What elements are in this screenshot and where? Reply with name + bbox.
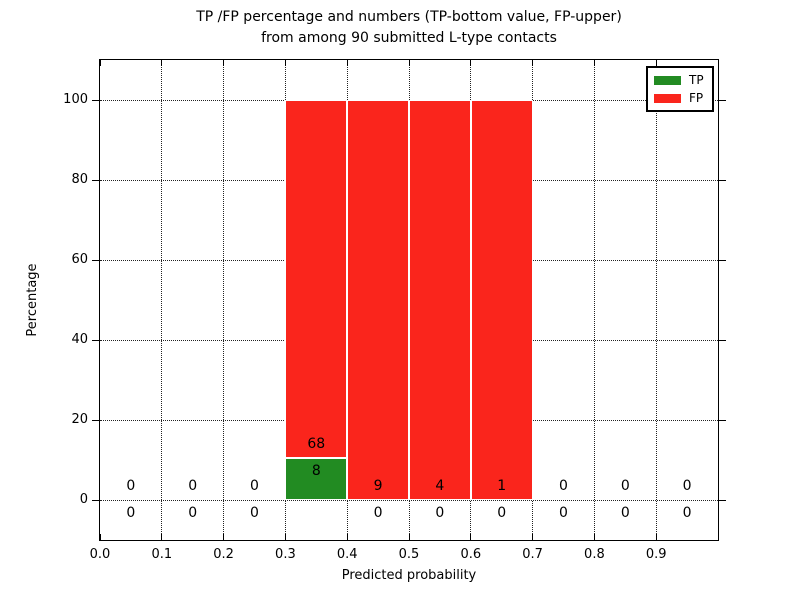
y-tick-mark xyxy=(719,419,726,421)
legend-swatch-fp xyxy=(654,93,681,103)
bar-tp xyxy=(285,458,348,500)
annotation-fp-count: 0 xyxy=(682,478,692,495)
x-tick-mark xyxy=(223,60,225,66)
x-tick-mark xyxy=(284,60,286,66)
annotation-tp-count: 0 xyxy=(188,505,198,522)
x-tick-label: 0.6 xyxy=(460,547,482,562)
annotation-fp-count: 0 xyxy=(250,478,259,495)
annotation-fp-count: 4 xyxy=(435,478,445,495)
x-tick-mark xyxy=(717,534,719,540)
annotation-fp-count: 0 xyxy=(620,478,630,495)
y-tick-mark xyxy=(92,99,99,101)
y-tick-mark xyxy=(92,339,99,341)
legend-label-tp: TP xyxy=(689,73,704,87)
x-tick-mark xyxy=(161,534,163,540)
x-tick-label: 0.1 xyxy=(151,547,173,562)
annotation-tp-count: 0 xyxy=(250,505,259,522)
bar-fp xyxy=(347,100,409,500)
annotation-tp-count: 0 xyxy=(435,505,445,522)
grid-line-vertical xyxy=(223,60,225,540)
y-tick-label: 100 xyxy=(63,92,88,107)
y-tick-label: 60 xyxy=(71,252,88,267)
x-tick-mark xyxy=(346,60,348,66)
chart-title-line1: TP /FP percentage and numbers (TP-bottom… xyxy=(196,9,622,25)
x-tick-label: 0.0 xyxy=(89,547,111,562)
x-tick-mark xyxy=(593,534,595,540)
x-tick-mark xyxy=(593,60,595,66)
y-tick-mark xyxy=(719,339,726,341)
y-tick-mark xyxy=(92,499,99,501)
annotation-fp-count: 0 xyxy=(126,478,136,495)
x-tick-mark xyxy=(408,60,410,66)
x-tick-label: 0.5 xyxy=(398,547,420,562)
bar-fp xyxy=(285,100,348,458)
x-tick-mark xyxy=(346,534,348,540)
y-tick-mark xyxy=(719,179,726,181)
legend: TP FP xyxy=(646,66,714,112)
x-tick-mark xyxy=(717,60,719,66)
y-tick-mark xyxy=(92,259,99,261)
x-tick-mark xyxy=(532,534,534,540)
x-tick-label: 0.8 xyxy=(584,547,605,562)
x-tick-label: 0.2 xyxy=(213,547,234,562)
y-tick-mark xyxy=(92,179,99,181)
annotation-tp-count: 0 xyxy=(682,505,692,522)
legend-swatch-tp xyxy=(654,75,681,85)
x-tick-label: 0.7 xyxy=(522,547,543,562)
x-tick-mark xyxy=(99,60,101,66)
x-tick-mark xyxy=(470,534,472,540)
legend-label-fp: FP xyxy=(689,91,704,105)
y-tick-label: 0 xyxy=(79,492,88,507)
legend-item-fp: FP xyxy=(654,92,706,104)
bar-fp xyxy=(470,100,533,500)
x-tick-label: 0.3 xyxy=(275,547,296,562)
plot-area: TP FP 0 0 0 0 0 0 68 8 9 0 4 0 1 0 0 0 0 0 0 0 xyxy=(99,59,719,541)
x-tick-mark xyxy=(223,534,225,540)
annotation-fp-count: 1 xyxy=(497,478,507,495)
grid-line-vertical xyxy=(593,60,595,540)
y-tick-mark xyxy=(92,419,99,421)
y-tick-label: 80 xyxy=(71,172,88,187)
x-tick-mark xyxy=(284,534,286,540)
grid-line-vertical xyxy=(532,60,534,540)
y-tick-mark xyxy=(719,99,726,101)
x-tick-mark xyxy=(655,60,657,66)
x-tick-mark xyxy=(655,534,657,540)
chart-title: TP /FP percentage and numbers (TP-bottom… xyxy=(99,7,719,49)
legend-item-tp: TP xyxy=(654,74,706,86)
annotation-tp-count: 0 xyxy=(497,505,507,522)
x-axis-label: Predicted probability xyxy=(341,568,477,583)
annotation-fp-count: 0 xyxy=(559,478,568,495)
x-tick-label: 0.9 xyxy=(645,547,667,562)
annotation-tp-count: 0 xyxy=(373,505,383,522)
bar-fp xyxy=(409,100,471,500)
x-tick-mark xyxy=(408,534,410,540)
y-tick-mark xyxy=(719,259,726,261)
annotation-tp-count: 8 xyxy=(311,463,321,480)
y-axis-label: Percentage xyxy=(25,263,40,337)
annotation-fp-count: 0 xyxy=(188,478,198,495)
y-tick-label: 20 xyxy=(71,412,88,427)
x-tick-mark xyxy=(532,60,534,66)
annotation-tp-count: 0 xyxy=(620,505,630,522)
x-tick-mark xyxy=(470,60,472,66)
annotation-tp-count: 0 xyxy=(559,505,568,522)
x-tick-label: 0.4 xyxy=(336,547,358,562)
grid-line-vertical xyxy=(161,60,163,540)
annotation-fp-count: 68 xyxy=(307,436,326,453)
chart-title-line2: from among 90 submitted L-type contacts xyxy=(261,30,557,46)
annotation-tp-count: 0 xyxy=(126,505,136,522)
x-tick-mark xyxy=(161,60,163,66)
y-tick-label: 40 xyxy=(71,332,88,347)
x-tick-mark xyxy=(99,534,101,540)
y-tick-mark xyxy=(719,499,726,501)
grid-line-vertical xyxy=(655,60,657,540)
annotation-fp-count: 9 xyxy=(373,478,383,495)
